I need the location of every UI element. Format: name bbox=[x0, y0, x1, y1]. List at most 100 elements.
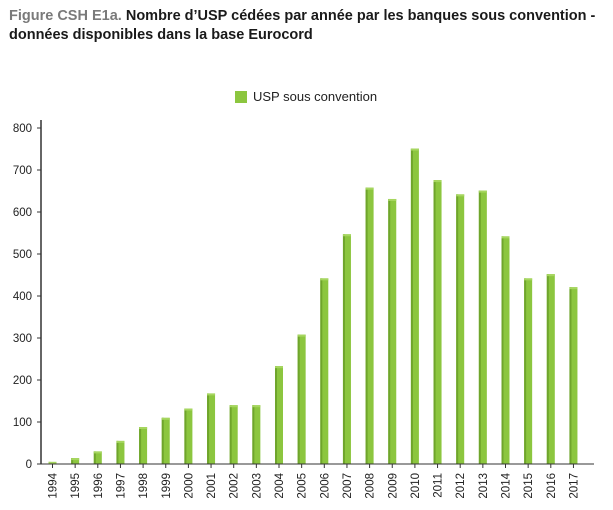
bar-top bbox=[569, 287, 578, 290]
bar-group bbox=[546, 274, 555, 464]
bar-shade bbox=[229, 405, 232, 464]
bar-group bbox=[388, 198, 397, 465]
x-tick-label: 2011 bbox=[433, 473, 445, 498]
bar bbox=[478, 190, 487, 464]
bar-top bbox=[342, 234, 351, 237]
bar bbox=[546, 274, 555, 464]
bar-shade bbox=[297, 334, 300, 464]
bar-shade bbox=[433, 180, 436, 464]
y-tick-label: 700 bbox=[13, 165, 32, 177]
bar-top bbox=[116, 440, 125, 443]
bar-shade bbox=[139, 427, 142, 464]
x-tick-label: 2012 bbox=[455, 473, 467, 499]
bar-group bbox=[569, 287, 578, 464]
x-tick-label: 2013 bbox=[478, 473, 490, 499]
x-tick-label: 2016 bbox=[546, 473, 558, 499]
chart-title: Figure CSH E1a. Nombre d’USP cédées par … bbox=[9, 7, 604, 45]
bar-shade bbox=[456, 194, 459, 465]
bar-shade bbox=[71, 458, 74, 464]
bar-top bbox=[184, 408, 193, 411]
bar-top bbox=[71, 458, 80, 461]
bar-top bbox=[501, 236, 510, 239]
bar-shade bbox=[116, 440, 119, 464]
bar-group bbox=[524, 278, 533, 464]
bar bbox=[388, 198, 397, 465]
bar-group bbox=[252, 405, 261, 464]
bar-top bbox=[388, 198, 397, 201]
bar bbox=[524, 278, 533, 464]
bar bbox=[342, 234, 351, 464]
bar bbox=[433, 180, 442, 464]
x-tick-label: 2008 bbox=[365, 473, 377, 499]
bar bbox=[501, 236, 510, 464]
bar-top bbox=[410, 148, 419, 151]
bar-group bbox=[433, 180, 442, 464]
bar-shade bbox=[524, 278, 527, 464]
x-tick-label: 2007 bbox=[342, 473, 354, 499]
y-tick-label: 300 bbox=[13, 333, 32, 345]
bar-group bbox=[342, 234, 351, 464]
bar-top bbox=[433, 180, 442, 183]
x-tick-label: 2017 bbox=[568, 473, 580, 499]
bar-group bbox=[184, 408, 193, 464]
y-tick-label: 0 bbox=[26, 459, 32, 471]
bar-group bbox=[116, 440, 125, 464]
x-tick-label: 2006 bbox=[319, 473, 331, 499]
x-tick-label: 2003 bbox=[251, 473, 263, 499]
x-tick-label: 2009 bbox=[387, 473, 399, 499]
bar-top bbox=[275, 366, 283, 369]
bar-top bbox=[161, 417, 170, 420]
x-tick-label: 1996 bbox=[93, 473, 105, 499]
y-tick-label: 500 bbox=[13, 249, 32, 261]
bar bbox=[139, 427, 148, 464]
bar-top bbox=[546, 274, 555, 277]
bar-group bbox=[93, 451, 102, 464]
bar-shade bbox=[410, 148, 413, 464]
bar-shade bbox=[388, 198, 391, 465]
bar-group bbox=[48, 461, 57, 464]
bar-shade bbox=[569, 287, 572, 464]
bar-group bbox=[207, 393, 216, 464]
figure-caption: Nombre d’USP cédées par année par les ba… bbox=[9, 8, 596, 43]
y-tick-label: 600 bbox=[13, 207, 32, 219]
bar-top bbox=[48, 461, 57, 464]
x-tick-label: 1995 bbox=[70, 473, 82, 499]
figure-number: Figure CSH E1a. bbox=[9, 8, 122, 24]
x-tick-label: 2014 bbox=[501, 472, 513, 498]
bar-shade bbox=[320, 278, 323, 464]
bar bbox=[93, 451, 102, 464]
y-axis: 0 100 200 300 400 500 600 700 800 bbox=[13, 120, 42, 471]
bar-top bbox=[365, 187, 374, 190]
bar bbox=[569, 287, 578, 464]
bar bbox=[116, 440, 125, 464]
bar bbox=[410, 148, 419, 464]
y-tick-label: 400 bbox=[13, 291, 32, 303]
bar-group bbox=[365, 187, 374, 464]
bar-group bbox=[139, 427, 148, 464]
bar bbox=[275, 366, 283, 464]
bar-shade bbox=[342, 234, 345, 464]
bar bbox=[229, 405, 238, 464]
bar-top bbox=[297, 334, 306, 337]
x-tick-label: 1999 bbox=[161, 473, 173, 499]
bar bbox=[252, 405, 261, 464]
bar-shade bbox=[207, 393, 210, 464]
bar-shade bbox=[365, 187, 368, 464]
bar-group bbox=[410, 148, 419, 464]
bars bbox=[48, 148, 578, 465]
bar-group bbox=[478, 190, 487, 464]
bar-group bbox=[229, 405, 238, 464]
x-tick-label: 2000 bbox=[183, 473, 195, 499]
legend-label: USP sous convention bbox=[253, 89, 378, 104]
x-tick-label: 2004 bbox=[274, 472, 286, 498]
x-tick-label: 1997 bbox=[115, 473, 127, 499]
bar-top bbox=[524, 278, 533, 281]
bar-shade bbox=[478, 190, 481, 464]
bar-top bbox=[93, 451, 102, 454]
bar-group bbox=[501, 236, 510, 464]
y-tick-label: 200 bbox=[13, 375, 32, 387]
bar-top bbox=[456, 194, 465, 197]
bar-top bbox=[207, 393, 216, 396]
legend: USP sous convention bbox=[235, 89, 377, 104]
